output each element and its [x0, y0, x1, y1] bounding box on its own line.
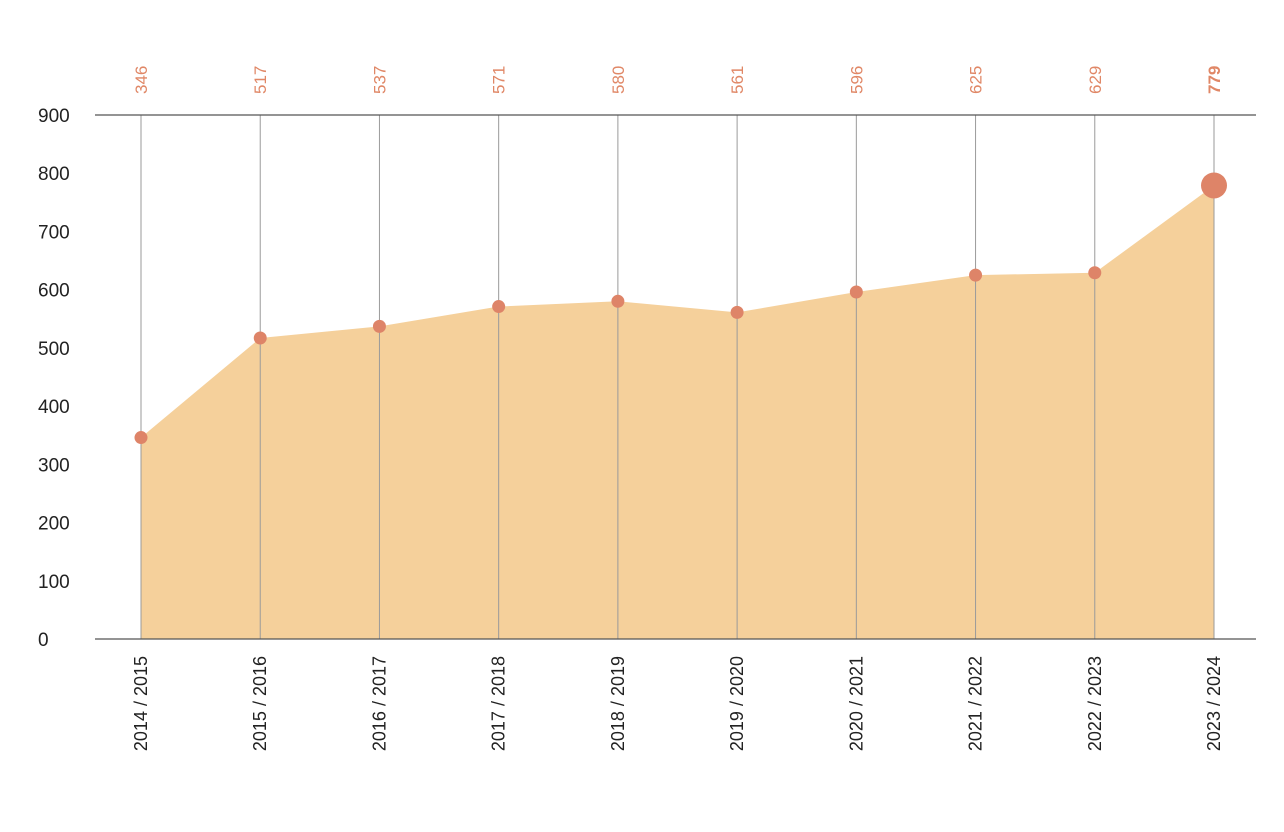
- data-point: [969, 268, 983, 282]
- value-label: 580: [609, 66, 628, 94]
- data-point: [730, 305, 744, 319]
- y-tick-label: 100: [38, 572, 70, 593]
- value-label: 561: [728, 66, 747, 94]
- marker-layer: [134, 172, 1227, 445]
- y-tick-label: 600: [38, 281, 70, 302]
- data-point: [849, 285, 863, 299]
- y-tick-label: 800: [38, 164, 70, 185]
- y-tick-label: 300: [38, 455, 70, 476]
- y-tick-label: 0: [38, 630, 49, 651]
- y-tick-label: 700: [38, 222, 70, 243]
- x-tick-label: 2023 / 2024: [1204, 656, 1224, 751]
- x-axis-tick-labels: 2014 / 2015 2015 / 2016 2016 / 2017 2017 / …: [131, 656, 1224, 751]
- value-label: 346: [132, 66, 151, 94]
- x-tick-label: 2014 / 2015: [131, 656, 151, 751]
- data-point: [611, 294, 625, 308]
- y-tick-label: 200: [38, 514, 70, 535]
- value-label: 571: [490, 66, 509, 94]
- value-label: 625: [967, 66, 986, 94]
- x-tick-label: 2020 / 2021: [846, 656, 866, 751]
- x-tick-label: 2016 / 2017: [369, 656, 389, 751]
- data-point: [372, 319, 386, 333]
- value-label: 779: [1205, 66, 1224, 94]
- data-point: [253, 331, 267, 345]
- value-label: 629: [1086, 66, 1105, 94]
- data-point: [134, 431, 148, 445]
- x-tick-label: 2015 / 2016: [250, 656, 270, 751]
- value-label: 537: [370, 66, 389, 94]
- data-point: [1088, 266, 1102, 280]
- highlight-data-point: [1201, 172, 1227, 199]
- y-axis-tick-labels: 0 100 200 300 400 500 600 700 800 900: [38, 106, 70, 651]
- data-point: [492, 300, 506, 314]
- y-tick-label: 400: [38, 397, 70, 418]
- value-label: 596: [847, 66, 866, 94]
- x-tick-label: 2022 / 2023: [1085, 656, 1105, 751]
- x-tick-label: 2017 / 2018: [489, 656, 509, 751]
- y-tick-label: 500: [38, 339, 70, 360]
- area-layer: [141, 185, 1214, 639]
- y-tick-label: 900: [38, 106, 70, 127]
- x-tick-label: 2018 / 2019: [608, 656, 628, 751]
- area-fill: [141, 185, 1214, 639]
- value-label: 517: [251, 66, 270, 94]
- value-labels: 346 517 537 571 580 561 596 625 629 779: [132, 66, 1224, 94]
- drop-line-layer: [140, 115, 1215, 639]
- x-tick-label: 2021 / 2022: [966, 656, 986, 751]
- x-tick-label: 2019 / 2020: [727, 656, 747, 751]
- axis-layer: [95, 114, 1256, 640]
